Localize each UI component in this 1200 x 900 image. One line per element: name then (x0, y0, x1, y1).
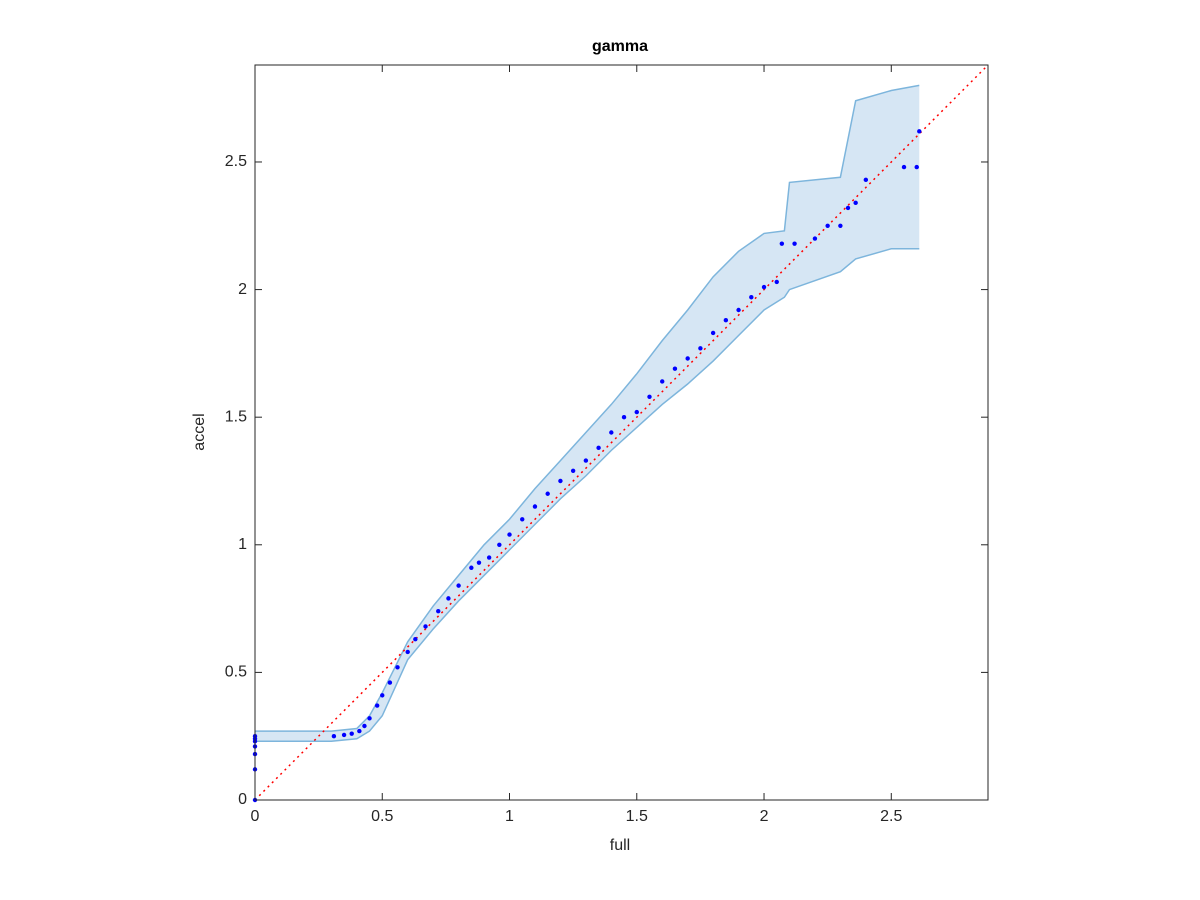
data-point (685, 356, 690, 361)
data-point (621, 414, 627, 420)
data-point (736, 307, 741, 313)
data-point (792, 241, 797, 246)
x-axis-label: full (610, 837, 630, 854)
data-point (374, 703, 380, 708)
data-point (545, 491, 550, 496)
data-point (456, 583, 461, 588)
data-point (863, 177, 869, 183)
y-tick-label: 2 (238, 281, 247, 298)
chart-title: gamma (592, 38, 648, 55)
data-point (749, 295, 754, 300)
data-point (436, 608, 441, 614)
data-point (497, 542, 502, 547)
data-point (486, 555, 492, 560)
data-point (341, 732, 347, 738)
confidence-band (255, 85, 920, 742)
data-point (413, 637, 418, 642)
data-point (710, 330, 716, 336)
data-point (845, 205, 851, 211)
x-tick-label: 0.5 (371, 808, 393, 825)
data-point (362, 723, 367, 729)
data-point (583, 458, 589, 463)
y-axis-label: accel (191, 413, 208, 450)
data-point (395, 665, 400, 670)
data-point (634, 409, 639, 415)
data-point (838, 223, 843, 228)
data-point (914, 164, 919, 170)
data-point (672, 366, 678, 371)
data-point (405, 649, 410, 655)
data-point (532, 504, 538, 509)
data-point (349, 731, 354, 736)
data-point (331, 733, 337, 739)
y-tick-label: 1 (238, 536, 247, 553)
y-tick-label: 0.5 (225, 664, 247, 681)
x-tick-label: 2.5 (880, 808, 902, 825)
data-point (558, 478, 563, 484)
y-tick-label: 2.5 (225, 153, 247, 170)
data-point (698, 346, 703, 351)
data-point (380, 693, 385, 698)
band-upper-edge (255, 84, 920, 732)
data-point (476, 560, 482, 565)
data-point (853, 200, 858, 206)
data-point (609, 430, 614, 435)
data-point (520, 517, 525, 522)
data-point (387, 680, 393, 685)
data-point (761, 284, 767, 290)
data-point (774, 279, 779, 285)
x-tick-label: 1.5 (626, 808, 648, 825)
data-point (660, 379, 665, 384)
axes-box (254, 64, 989, 801)
data-point (901, 164, 907, 170)
data-point (446, 596, 451, 601)
reference-line (254, 64, 989, 801)
data-point (423, 624, 428, 629)
data-point (596, 445, 601, 451)
data-point (812, 236, 818, 241)
data-point (723, 318, 729, 323)
data-point (469, 565, 474, 570)
data-point (570, 468, 576, 473)
x-tick-label: 0 (251, 808, 260, 825)
y-tick-label: 0 (238, 791, 247, 808)
x-tick-label: 1 (505, 808, 514, 825)
data-point (507, 532, 512, 537)
data-point (917, 129, 922, 134)
data-point (367, 716, 372, 721)
data-point (357, 728, 362, 734)
band-lower-edge (255, 248, 920, 743)
x-tick-label: 2 (760, 808, 769, 825)
y-tick-label: 1.5 (225, 408, 247, 425)
data-point (779, 241, 785, 246)
data-point (825, 223, 830, 228)
data-point (647, 394, 652, 399)
